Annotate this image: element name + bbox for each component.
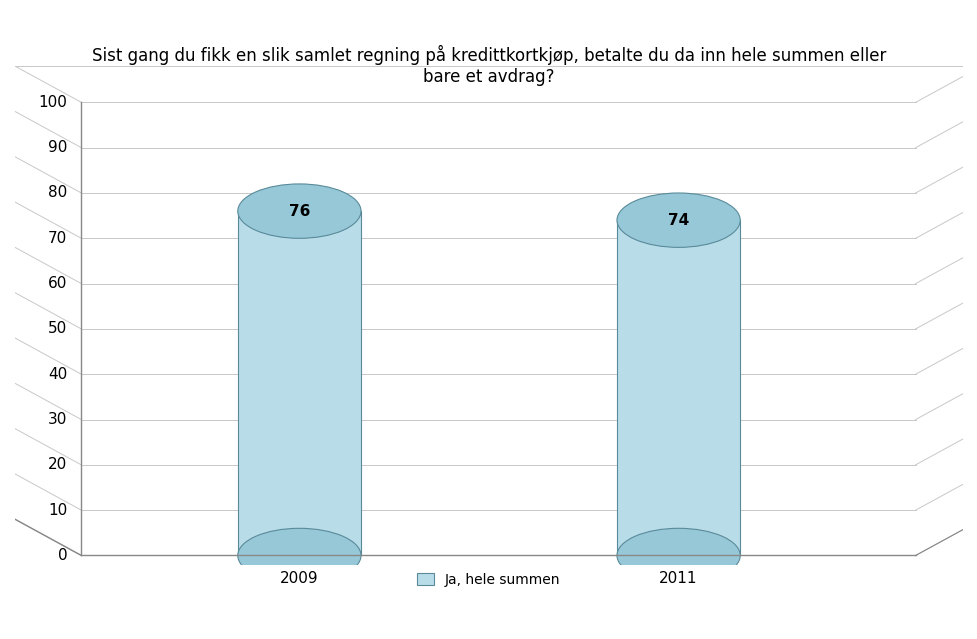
Text: 20: 20: [48, 458, 67, 472]
Ellipse shape: [616, 193, 740, 247]
Text: 50: 50: [48, 321, 67, 336]
Text: 76: 76: [288, 204, 310, 219]
Text: 2009: 2009: [279, 571, 319, 587]
Text: 2011: 2011: [658, 571, 698, 587]
Text: 30: 30: [48, 412, 67, 427]
Legend: Ja, hele summen: Ja, hele summen: [411, 567, 566, 592]
Bar: [616, 220, 740, 555]
Bar: [237, 211, 361, 555]
Text: Sist gang du fikk en slik samlet regning på kredittkortkjøp, betalte du da inn h: Sist gang du fikk en slik samlet regning…: [92, 45, 885, 86]
Text: 0: 0: [58, 548, 67, 563]
Text: 74: 74: [667, 213, 689, 227]
Text: 10: 10: [48, 503, 67, 518]
Text: 60: 60: [48, 276, 67, 291]
Ellipse shape: [237, 528, 361, 583]
Text: 70: 70: [48, 231, 67, 246]
Ellipse shape: [237, 184, 361, 238]
Ellipse shape: [616, 528, 740, 583]
Text: 40: 40: [48, 367, 67, 381]
Text: 90: 90: [48, 140, 67, 155]
Text: 80: 80: [48, 185, 67, 201]
Text: 100: 100: [38, 95, 67, 110]
